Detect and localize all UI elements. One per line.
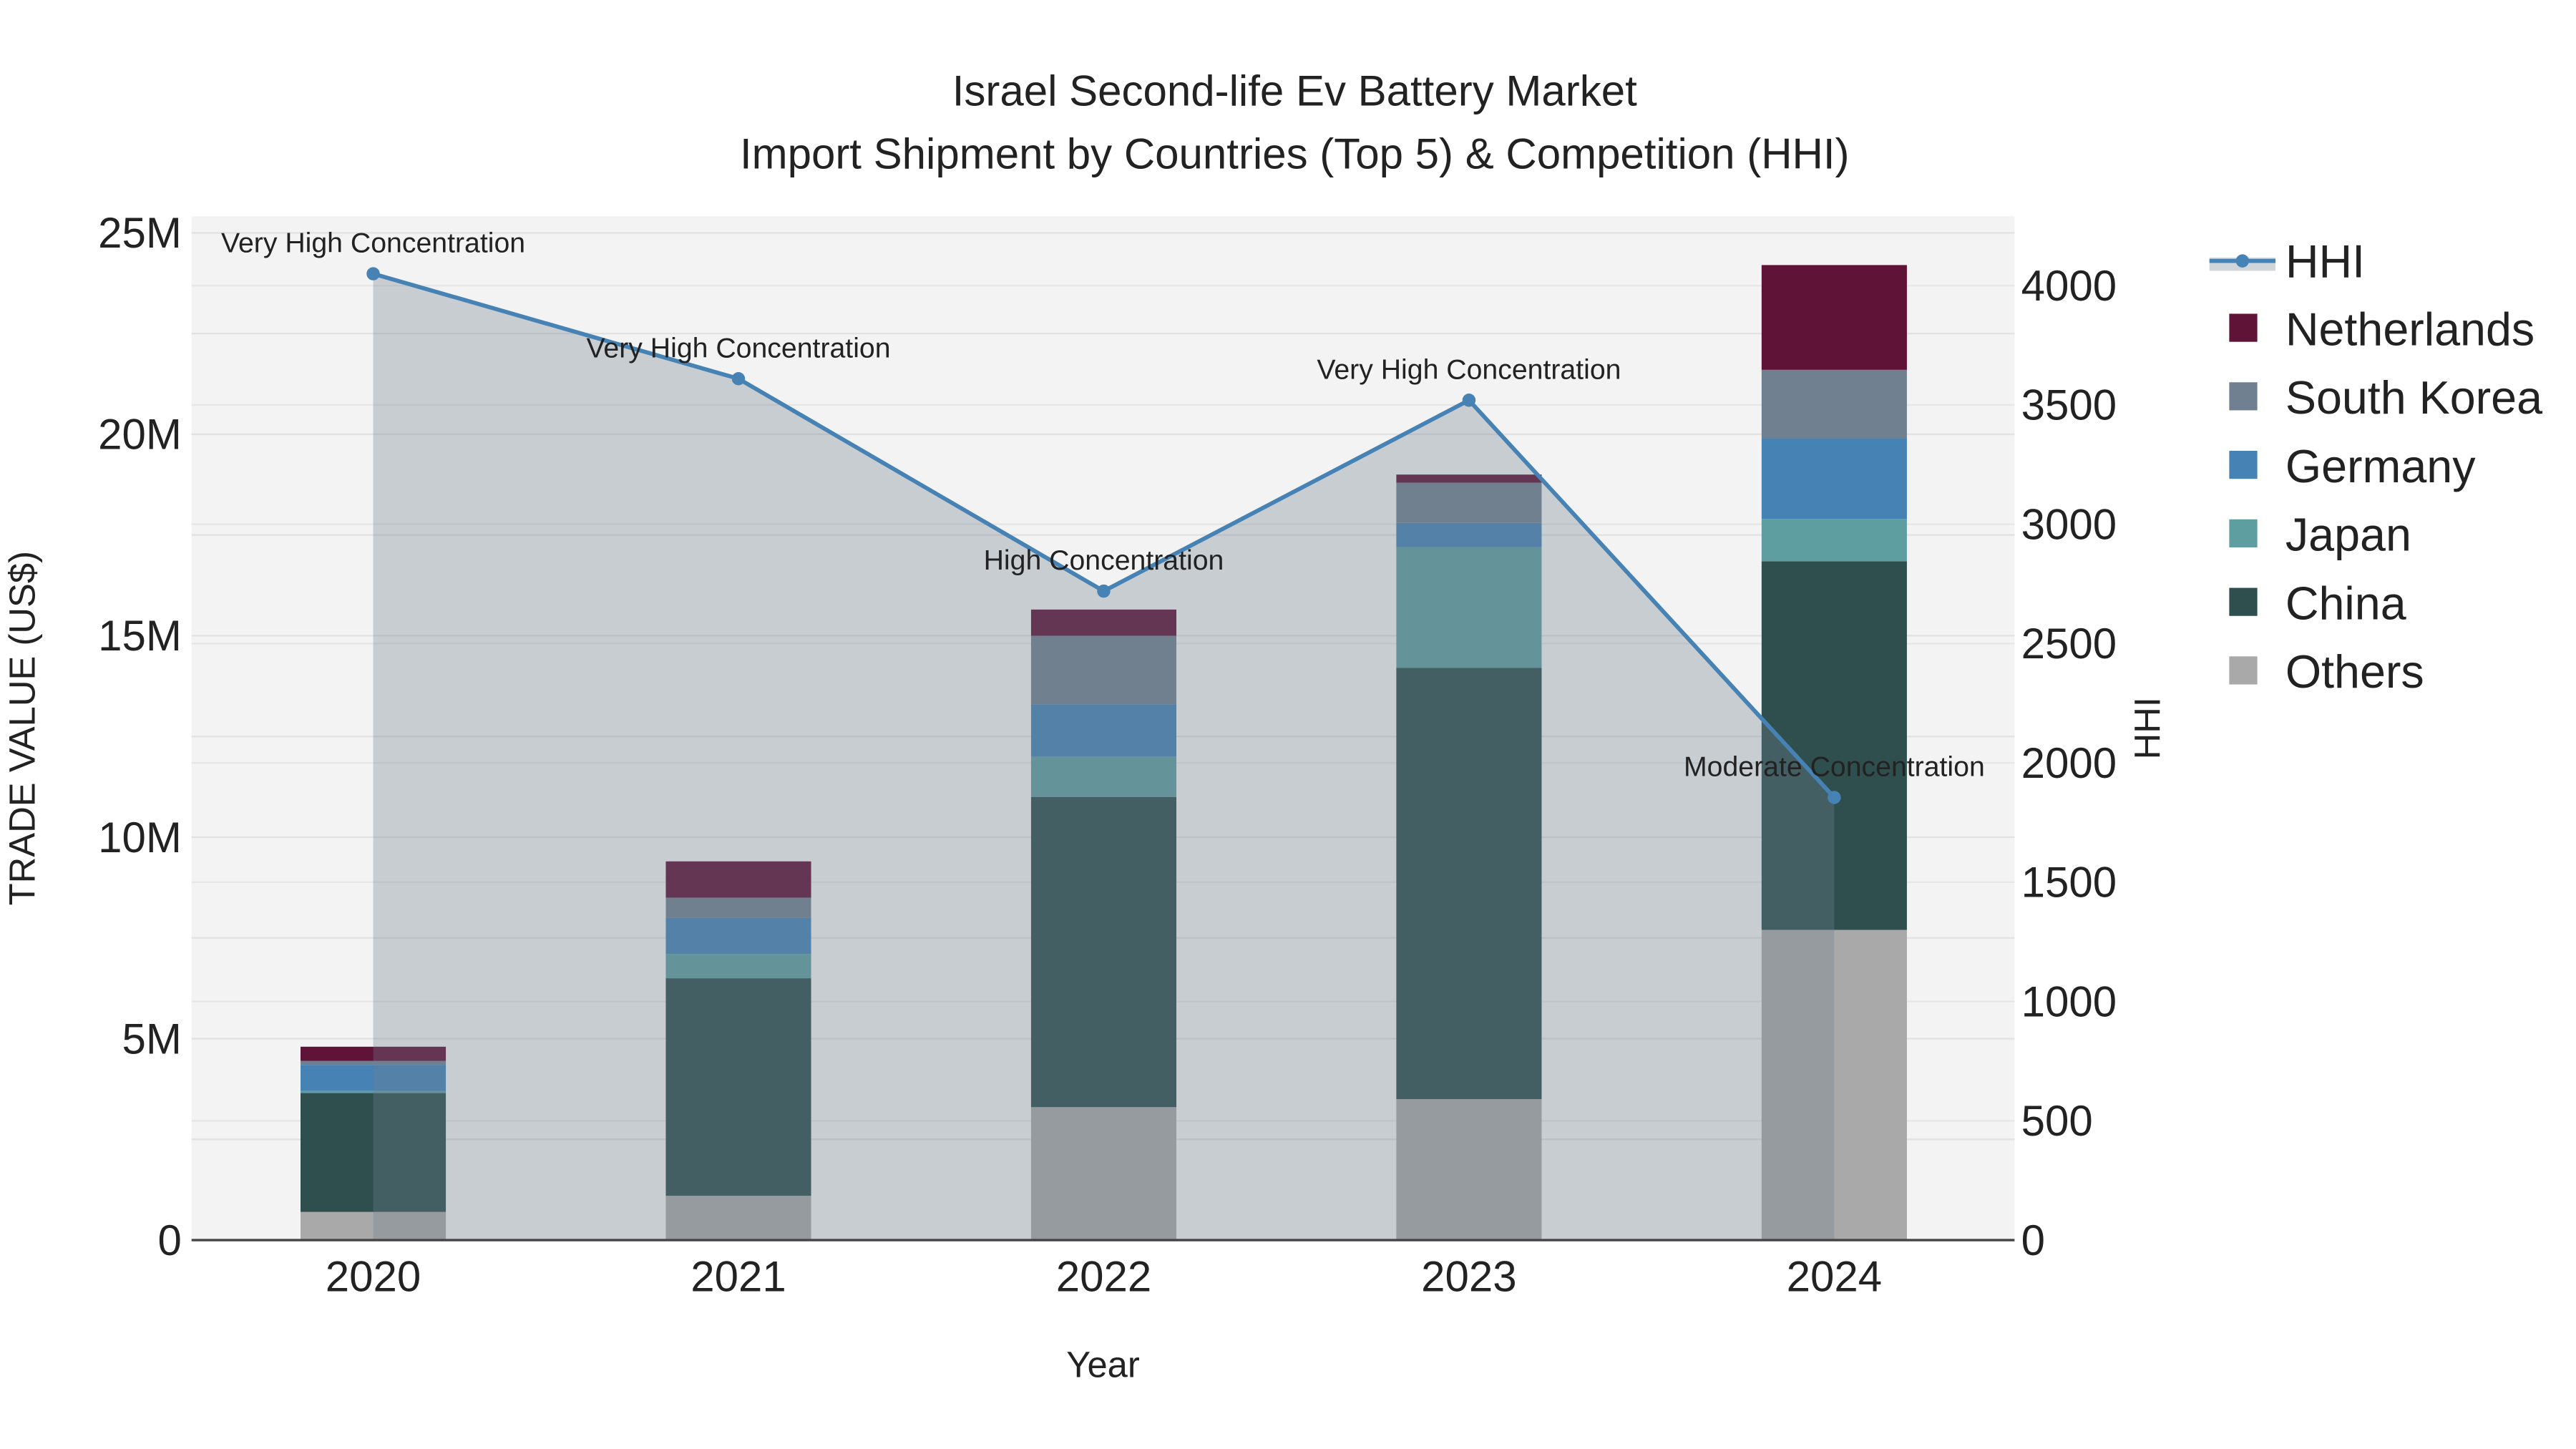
bar-netherlands-2024 <box>1761 265 1907 370</box>
x-tick-label: 2022 <box>1056 1253 1151 1301</box>
y-tick-label: 25M <box>98 209 182 257</box>
bar-others-2023 <box>1396 1099 1542 1241</box>
legend-swatch <box>2229 313 2258 342</box>
hhi-point-2021 <box>731 372 746 386</box>
bar-others-2021 <box>665 1196 811 1241</box>
x-tick-label: 2024 <box>1787 1253 1882 1301</box>
bar-japan-2024 <box>1761 519 1907 562</box>
legend-item-others: Others <box>2229 646 2424 698</box>
x-tick-label: 2021 <box>691 1253 786 1301</box>
bar-netherlands-2022 <box>1030 609 1176 636</box>
bar-netherlands-2023 <box>1396 474 1542 483</box>
y2-tick-label: 2500 <box>2021 620 2117 668</box>
bar-others-2024 <box>1761 930 1907 1241</box>
y-tick-label: 15M <box>98 612 182 660</box>
legend-item-japan: Japan <box>2229 509 2411 561</box>
legend-item-south-korea: South Korea <box>2229 372 2542 424</box>
bar-germany-2024 <box>1761 438 1907 519</box>
chart-title: Israel Second-life Ev Battery Market <box>952 67 1637 115</box>
hhi-annotation: Moderate Concentration <box>1684 751 1985 783</box>
y2-axis-label: HHI <box>2127 697 2167 759</box>
y-axis-ticks: 0 5M 10M 15M 20M 25M <box>98 209 182 1264</box>
bar-south-korea-2024 <box>1761 369 1907 439</box>
bar-south-korea-2023 <box>1396 482 1542 523</box>
y2-tick-label: 500 <box>2021 1097 2093 1145</box>
bar-netherlands-2020 <box>301 1046 447 1061</box>
y-tick-label: 10M <box>98 814 182 862</box>
hhi-point-2022 <box>1097 584 1111 598</box>
legend-swatch <box>2229 451 2258 479</box>
bar-germany-2021 <box>665 917 811 955</box>
bar-south-korea-2020 <box>301 1060 447 1065</box>
hhi-series: Very High Concentration Very High Concent… <box>221 228 1985 1241</box>
legend-label: Netherlands <box>2285 303 2534 355</box>
bar-japan-2021 <box>665 954 811 979</box>
bar-netherlands-2021 <box>665 861 811 898</box>
bar-germany-2023 <box>1396 522 1542 547</box>
legend-label: Germany <box>2285 441 2476 492</box>
bar-south-korea-2022 <box>1030 635 1176 705</box>
hhi-area <box>373 273 1835 1241</box>
chart-subtitle: Import Shipment by Countries (Top 5) & C… <box>740 130 1850 177</box>
hhi-annotation: Very High Concentration <box>1317 353 1621 385</box>
bar-japan-2020 <box>301 1091 447 1093</box>
bar-china-2020 <box>301 1093 447 1212</box>
y2-tick-label: 3000 <box>2021 500 2117 548</box>
bar-japan-2022 <box>1030 756 1176 797</box>
legend-marker-hhi <box>2235 254 2250 268</box>
y-axis-label: TRADE VALUE (US$) <box>1 551 42 905</box>
y2-tick-label: 1000 <box>2021 977 2117 1025</box>
legend-swatch <box>2229 519 2258 547</box>
x-tick-label: 2020 <box>326 1253 421 1301</box>
legend-label: South Korea <box>2285 372 2542 424</box>
legend: HHI Netherlands South Korea Germany Japan Chi… <box>2209 236 2542 698</box>
y2-tick-label: 0 <box>2021 1216 2045 1264</box>
y2-tick-label: 4000 <box>2021 262 2117 310</box>
y2-axis-ticks: 0 500 1000 1500 2000 2500 3000 3500 4000 <box>2021 262 2117 1264</box>
x-axis-ticks: 2020 2021 2022 2023 2024 <box>326 1253 1882 1301</box>
hhi-annotation: Very High Concentration <box>586 332 890 364</box>
hhi-annotation: High Concentration <box>984 545 1224 576</box>
legend-swatch <box>2229 382 2258 411</box>
bar-germany-2020 <box>301 1065 447 1091</box>
legend-label: Others <box>2285 646 2424 698</box>
bar-others-2022 <box>1030 1107 1176 1241</box>
hhi-point-2020 <box>366 267 380 280</box>
legend-item-hhi: HHI <box>2209 236 2365 288</box>
hhi-annotation: Very High Concentration <box>221 228 525 259</box>
legend-item-netherlands: Netherlands <box>2229 303 2534 355</box>
y2-tick-label: 2000 <box>2021 739 2117 787</box>
bars <box>301 265 1907 1241</box>
legend-item-china: China <box>2229 577 2406 629</box>
y2-tick-label: 3500 <box>2021 381 2117 429</box>
legend-label: HHI <box>2285 236 2365 288</box>
legend-label: Japan <box>2285 509 2411 561</box>
bar-china-2021 <box>665 978 811 1196</box>
y-tick-label: 20M <box>98 411 182 459</box>
legend-label: China <box>2285 577 2406 629</box>
bar-germany-2022 <box>1030 704 1176 757</box>
y-tick-label: 0 <box>157 1216 181 1264</box>
hhi-point-2024 <box>1828 791 1841 804</box>
legend-item-germany: Germany <box>2229 441 2476 492</box>
bar-china-2023 <box>1396 668 1542 1099</box>
bar-japan-2023 <box>1396 547 1542 668</box>
y2-tick-label: 1500 <box>2021 859 2117 907</box>
bar-china-2022 <box>1030 796 1176 1108</box>
y-tick-label: 5M <box>122 1015 181 1063</box>
x-axis-label: Year <box>1066 1345 1140 1385</box>
hhi-point-2023 <box>1462 394 1476 407</box>
x-tick-label: 2023 <box>1421 1253 1516 1301</box>
legend-swatch <box>2229 587 2258 616</box>
bar-south-korea-2021 <box>665 897 811 918</box>
bar-others-2020 <box>301 1211 447 1241</box>
legend-swatch <box>2229 656 2258 685</box>
